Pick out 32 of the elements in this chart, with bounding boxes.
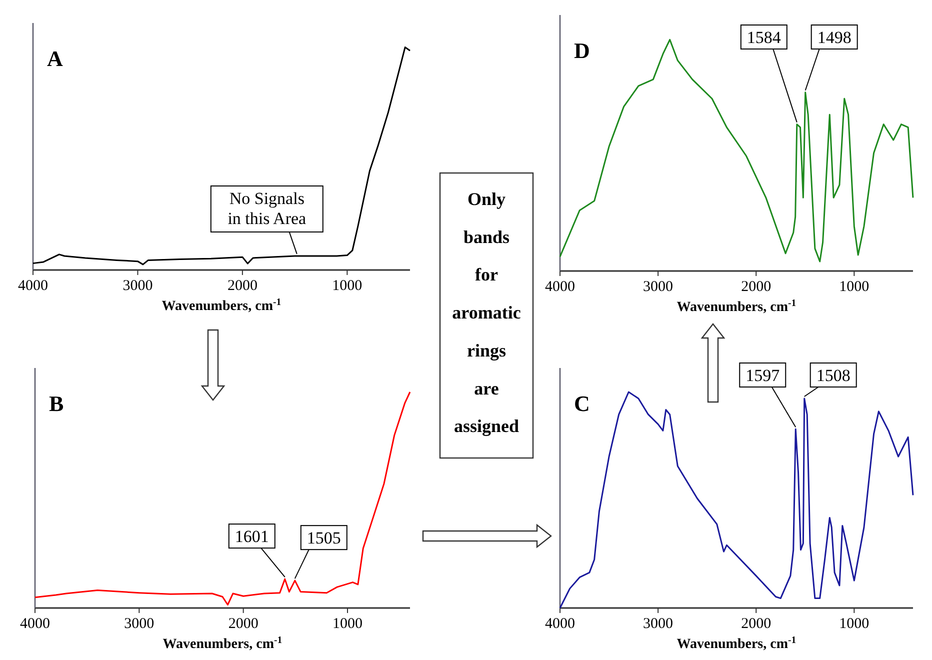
x-tick-label: 3000 — [124, 616, 154, 632]
chart-title: C — [574, 391, 590, 416]
x-tick-label: 4000 — [20, 616, 50, 632]
chart-title: D — [574, 38, 590, 63]
x-tick-label: 3000 — [643, 616, 674, 632]
chart-title: B — [49, 391, 64, 416]
text: Only bands for aromatic rings are assigned — [452, 189, 521, 436]
x-tick-label: 3000 — [643, 279, 674, 295]
annotation: 1498 — [817, 28, 852, 47]
x-tick-label: 4000 — [545, 279, 575, 295]
x-tick-label: 1000 — [839, 616, 870, 632]
x-tick-label: 3000 — [122, 278, 153, 294]
annotation: 1584 — [746, 28, 782, 47]
x-axis-title: Wavenumbers, cm$^{-1}$ — [162, 296, 282, 314]
x-tick-label: 4000 — [18, 278, 48, 294]
annotation: 1508 — [816, 366, 850, 385]
x-tick-label: 1000 — [332, 616, 362, 632]
x-tick-label: 4000 — [545, 616, 575, 632]
x-tick-label: 1000 — [332, 278, 362, 294]
annotation: 1597 — [746, 366, 780, 385]
x-tick-label: 2000 — [228, 616, 258, 632]
x-tick-label: 2000 — [741, 616, 772, 632]
x-axis-title: Wavenumbers, cm$^{-1}$ — [676, 634, 796, 652]
annotation: 1505 — [306, 528, 341, 548]
x-axis-title: Wavenumbers, cm$^{-1}$ — [162, 634, 282, 652]
x-axis-title: Wavenumbers, cm$^{-1}$ — [676, 298, 796, 315]
x-tick-label: 1000 — [839, 279, 870, 295]
annotation: No Signals in this Area — [228, 188, 307, 228]
x-tick-label: 2000 — [227, 278, 258, 294]
x-tick-label: 2000 — [741, 279, 772, 295]
annotation: 1601 — [234, 527, 269, 546]
chart-title: A — [47, 46, 63, 71]
